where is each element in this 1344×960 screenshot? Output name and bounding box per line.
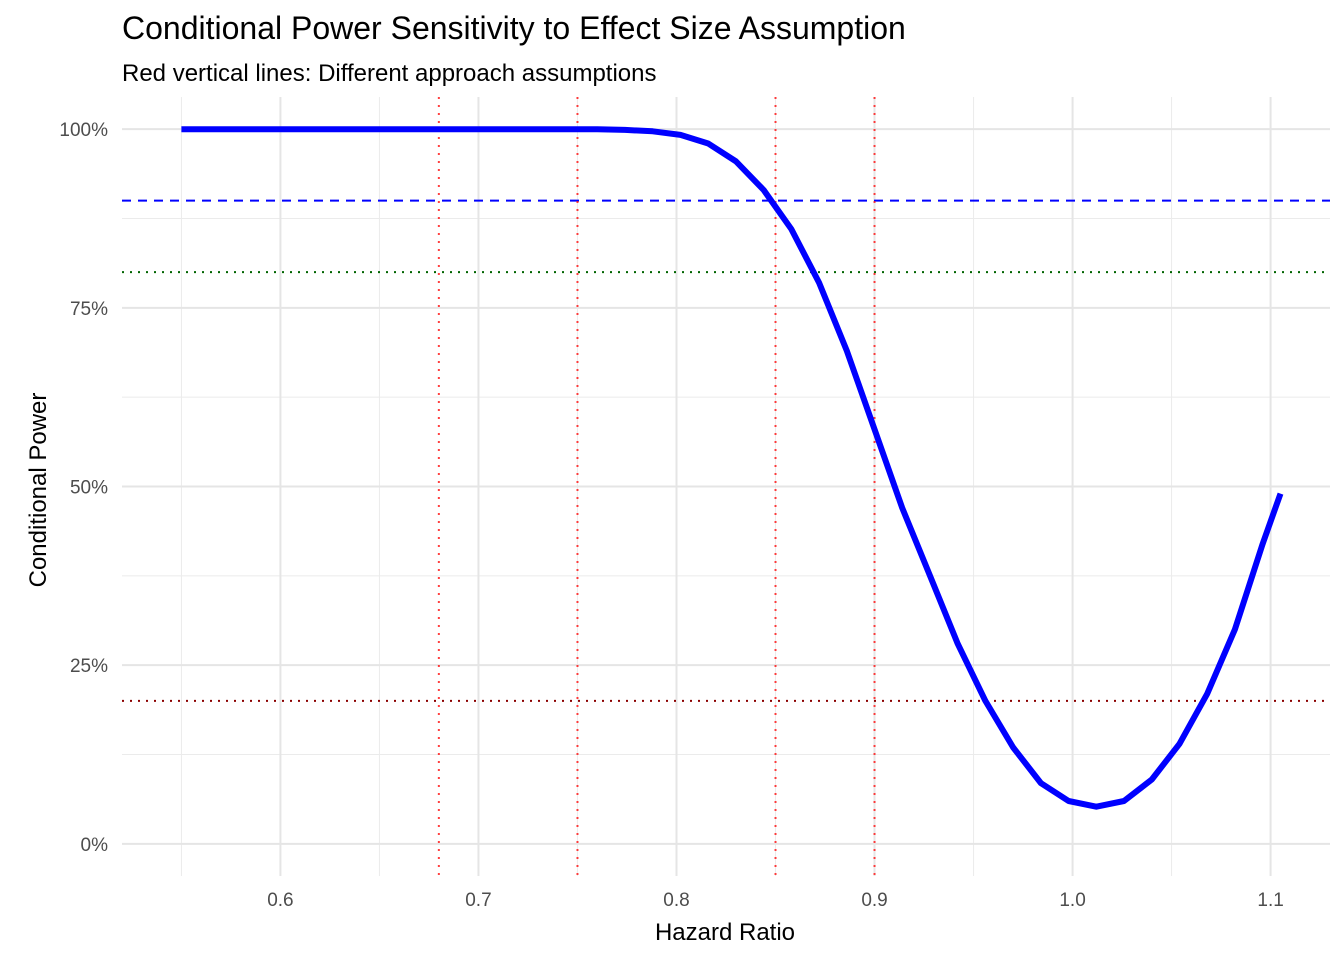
series-layer <box>181 126 1284 810</box>
y-tick-label: 50% <box>70 478 108 499</box>
x-tick-label: 0.8 <box>663 890 689 911</box>
y-tick-label: 0% <box>81 835 109 856</box>
conditional-power-line <box>181 126 1284 810</box>
assumption-lines <box>437 97 876 876</box>
x-tick-label: 0.6 <box>267 890 293 911</box>
minor-gridlines <box>122 97 1330 876</box>
y-tick-label: 75% <box>70 299 108 320</box>
x-tick-label: 0.7 <box>465 890 491 911</box>
y-axis-title: Conditional Power <box>25 393 52 588</box>
x-tick-label: 1.0 <box>1059 890 1085 911</box>
y-axis-ticks: 0% 25% 50% 75% 100% <box>59 120 108 856</box>
threshold-lines <box>122 199 1330 702</box>
x-tick-label: 1.1 <box>1257 890 1283 911</box>
chart-title: Conditional Power Sensitivity to Effect … <box>122 10 906 46</box>
x-tick-label: 0.9 <box>861 890 887 911</box>
major-gridlines <box>122 97 1330 876</box>
chart-subtitle: Red vertical lines: Different approach a… <box>122 60 657 87</box>
x-axis-ticks: 0.6 0.7 0.8 0.9 1.0 1.1 <box>267 890 1284 911</box>
y-tick-label: 100% <box>59 120 108 141</box>
y-tick-label: 25% <box>70 656 108 677</box>
x-axis-title: Hazard Ratio <box>655 919 795 946</box>
